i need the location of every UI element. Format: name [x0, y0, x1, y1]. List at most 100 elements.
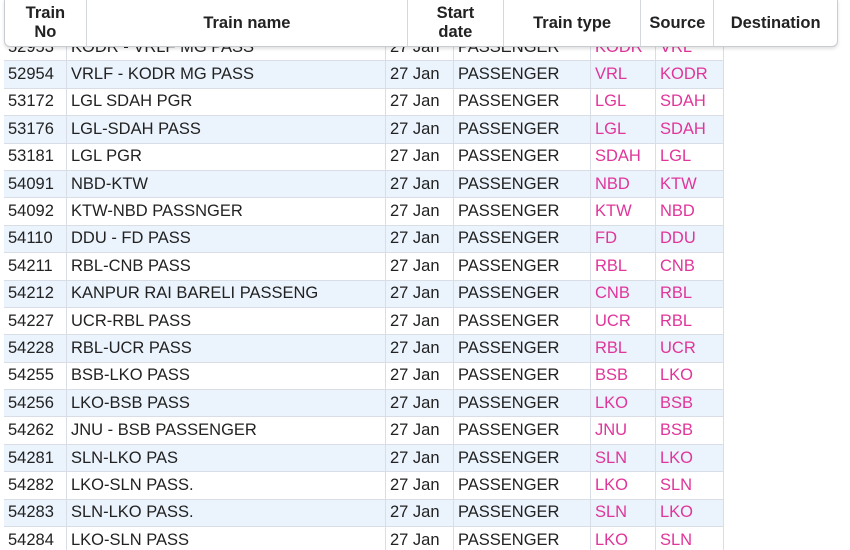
destination-cell: BSB [656, 417, 724, 444]
train-type-cell: PASSENGER [454, 143, 591, 170]
destination-cell: UCR [656, 335, 724, 362]
train-name-cell: LKO-SLN PASS. [67, 472, 386, 499]
destination-cell: BSB [656, 390, 724, 417]
destination-cell: SDAH [656, 116, 724, 143]
start-date-cell: 27 Jan [386, 116, 454, 143]
column-header-train-name[interactable]: Train name [87, 0, 409, 46]
destination-cell: SDAH [656, 88, 724, 116]
table-row[interactable]: 54262 JNU - BSB PASSENGER 27 Jan PASSENGER J… [4, 417, 724, 445]
table-row[interactable]: 54255 BSB-LKO PASS 27 Jan PASSENGER BSB LKO [4, 362, 724, 391]
destination-cell: SLN [656, 472, 724, 499]
train-no-cell: 54281 [4, 444, 67, 472]
destination-cell: SLN [656, 527, 724, 550]
train-name-cell: BSB-LKO PASS [67, 362, 386, 390]
train-no-cell: 54283 [4, 499, 67, 527]
train-type-cell: PASSENGER [454, 472, 591, 499]
column-header-source[interactable]: Source [641, 0, 715, 46]
start-date-cell: 27 Jan [386, 417, 454, 444]
table-row[interactable]: 54091 NBD-KTW 27 Jan PASSENGER NBD KTW [4, 170, 724, 199]
train-name-cell: UCR-RBL PASS [67, 307, 386, 335]
column-header-start-date[interactable]: Start date [408, 0, 504, 46]
source-cell: SLN [591, 499, 656, 527]
start-date-cell: 27 Jan [386, 335, 454, 362]
source-cell: LKO [591, 390, 656, 417]
train-type-cell: PASSENGER [454, 280, 591, 307]
train-name-cell: KTW-NBD PASSNGER [67, 198, 386, 225]
source-cell: FD [591, 225, 656, 253]
destination-cell: NBD [656, 198, 724, 225]
table-row[interactable]: 53181 LGL PGR 27 Jan PASSENGER SDAH LGL [4, 143, 724, 171]
train-name-cell: LGL SDAH PGR [67, 88, 386, 116]
source-cell: RBL [591, 335, 656, 362]
train-type-cell: PASSENGER [454, 499, 591, 527]
destination-cell: LKO [656, 362, 724, 390]
train-no-cell: 53176 [4, 116, 67, 143]
table-row[interactable]: 53172 LGL SDAH PGR 27 Jan PASSENGER LGL SDAH [4, 88, 724, 117]
start-date-cell: 27 Jan [386, 170, 454, 198]
destination-cell: CNB [656, 253, 724, 280]
table-row[interactable]: 54227 UCR-RBL PASS 27 Jan PASSENGER UCR RBL [4, 307, 724, 336]
column-header-destination[interactable]: Destination [730, 13, 821, 32]
source-cell: LGL [591, 88, 656, 116]
train-no-cell: 54110 [4, 225, 67, 253]
start-date-cell: 27 Jan [386, 88, 454, 116]
column-header-train-no[interactable]: Train No [5, 0, 87, 46]
table-row[interactable]: 54281 SLN-LKO PAS 27 Jan PASSENGER SLN LKO [4, 444, 724, 473]
table-row[interactable]: 54284 LKO-SLN PASS 27 Jan PASSENGER LKO SLN [4, 527, 724, 550]
source-cell: CNB [591, 280, 656, 307]
destination-cell: KODR [656, 61, 724, 88]
destination-cell: LKO [656, 444, 724, 472]
table-row[interactable]: 53176 LGL-SDAH PASS 27 Jan PASSENGER LGL SDAH [4, 116, 724, 144]
train-name-cell: DDU - FD PASS [67, 225, 386, 253]
table-row[interactable]: 54211 RBL-CNB PASS 27 Jan PASSENGER RBL CNB [4, 253, 724, 281]
table-row[interactable]: 54228 RBL-UCR PASS 27 Jan PASSENGER RBL UCR [4, 335, 724, 363]
source-cell: NBD [591, 170, 656, 198]
train-name-cell: LKO-BSB PASS [67, 390, 386, 417]
train-no-cell: 54256 [4, 390, 67, 417]
source-cell: RBL [591, 253, 656, 280]
train-no-cell: 53172 [4, 88, 67, 116]
train-no-cell: 54284 [4, 527, 67, 550]
train-name-cell: KANPUR RAI BARELI PASSENG [67, 280, 386, 307]
start-date-cell: 27 Jan [386, 61, 454, 88]
table-row[interactable]: 54212 KANPUR RAI BARELI PASSENG 27 Jan PASS… [4, 280, 724, 308]
train-type-cell: PASSENGER [454, 307, 591, 335]
train-no-cell: 54228 [4, 335, 67, 362]
table-row[interactable]: 52954 VRLF - KODR MG PASS 27 Jan PASSENGER V… [4, 61, 724, 89]
destination-cell: KTW [656, 170, 724, 198]
train-name-cell: NBD-KTW [67, 170, 386, 198]
table-row[interactable]: 54283 SLN-LKO PASS. 27 Jan PASSENGER SLN LKO [4, 499, 724, 528]
table-row[interactable]: 54256 LKO-BSB PASS 27 Jan PASSENGER LKO BSB [4, 390, 724, 418]
source-cell: KTW [591, 198, 656, 225]
train-no-cell: 54212 [4, 280, 67, 307]
train-name-cell: RBL-CNB PASS [67, 253, 386, 280]
start-date-cell: 27 Jan [386, 499, 454, 527]
start-date-cell: 27 Jan [386, 225, 454, 253]
table-row[interactable]: 54092 KTW-NBD PASSNGER 27 Jan PASSENGER KTW N… [4, 198, 724, 226]
destination-cell: LGL [656, 143, 724, 170]
source-cell: SDAH [591, 143, 656, 170]
train-no-cell: 54091 [4, 170, 67, 198]
source-cell: BSB [591, 362, 656, 390]
column-header-train-type[interactable]: Train type [504, 0, 642, 46]
train-no-cell: 52954 [4, 61, 67, 88]
train-name-cell: VRLF - KODR MG PASS [67, 61, 386, 88]
train-name-cell: SLN-LKO PAS [67, 444, 386, 472]
source-cell: LKO [591, 527, 656, 550]
table-row[interactable]: 54110 DDU - FD PASS 27 Jan PASSENGER FD DDU [4, 225, 724, 254]
table-row[interactable]: 54282 LKO-SLN PASS. 27 Jan PASSENGER LKO SLN [4, 472, 724, 500]
train-type-cell: PASSENGER [454, 444, 591, 472]
train-no-cell: 54092 [4, 198, 67, 225]
train-no-cell: 54255 [4, 362, 67, 390]
train-no-cell: 54282 [4, 472, 67, 499]
source-cell: SLN [591, 444, 656, 472]
train-type-cell: PASSENGER [454, 417, 591, 444]
train-type-cell: PASSENGER [454, 225, 591, 253]
train-type-cell: PASSENGER [454, 390, 591, 417]
source-cell: LGL [591, 116, 656, 143]
train-no-cell: 54211 [4, 253, 67, 280]
table-header: Train No Train name Start date Train typ… [4, 0, 838, 47]
start-date-cell: 27 Jan [386, 307, 454, 335]
